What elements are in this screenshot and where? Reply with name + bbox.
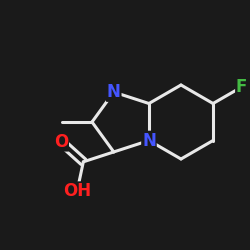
Text: N: N bbox=[107, 83, 121, 101]
Text: O: O bbox=[54, 133, 68, 151]
Text: OH: OH bbox=[63, 182, 91, 200]
Text: F: F bbox=[236, 78, 247, 96]
Text: N: N bbox=[142, 132, 156, 150]
